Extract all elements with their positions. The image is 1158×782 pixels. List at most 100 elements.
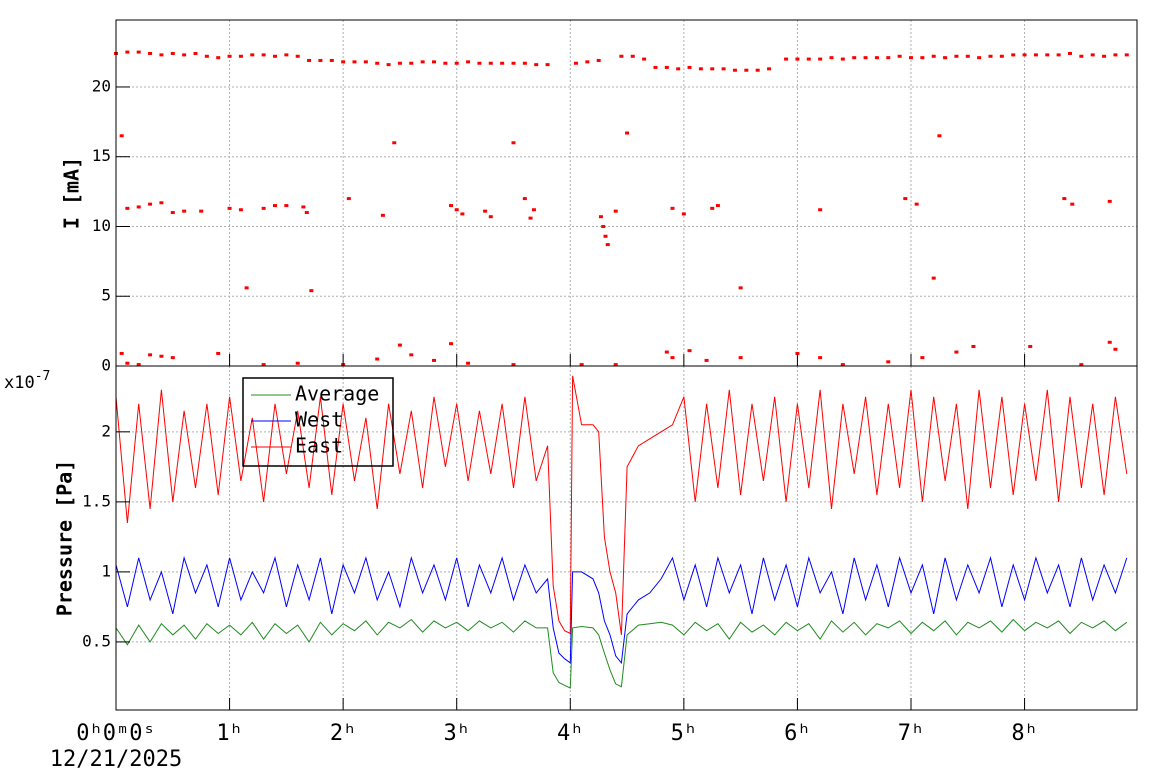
data-point (818, 356, 823, 360)
data-point (642, 57, 647, 61)
data-point (1056, 53, 1061, 57)
data-point (585, 60, 590, 64)
data-point (159, 53, 164, 57)
y-multiplier: x10-7 (4, 369, 50, 394)
data-point (261, 363, 266, 367)
data-point (732, 68, 737, 72)
data-point (397, 61, 402, 65)
data-point (136, 50, 141, 54)
x-tick-label: 6ʰ (784, 721, 811, 746)
data-point (216, 351, 221, 355)
data-point (301, 205, 306, 209)
data-point (511, 363, 516, 367)
x-tick-label: 7ʰ (898, 721, 925, 746)
data-point (528, 216, 533, 220)
data-point (466, 60, 471, 64)
data-point (431, 60, 436, 64)
data-point (375, 61, 380, 65)
data-point (676, 67, 681, 71)
data-point (244, 286, 249, 290)
legend-box (242, 377, 394, 467)
data-point (392, 141, 397, 145)
data-point (307, 58, 312, 62)
data-point (1028, 344, 1033, 348)
data-point (261, 53, 266, 57)
data-point (375, 357, 380, 361)
x-tick-label: 4ʰ (557, 721, 584, 746)
data-point (840, 363, 845, 367)
data-point (721, 67, 726, 71)
data-point (874, 56, 879, 60)
data-point (170, 356, 175, 360)
data-point (159, 201, 164, 205)
data-point (954, 54, 959, 58)
data-point (1070, 202, 1075, 206)
data-point (531, 208, 536, 212)
data-point (386, 63, 391, 67)
data-point (664, 65, 669, 69)
data-point (698, 67, 703, 71)
x-tick-label: 8ʰ (1011, 721, 1038, 746)
data-point (954, 350, 959, 354)
data-point (681, 212, 686, 216)
data-point (1045, 53, 1050, 57)
data-point (136, 363, 141, 367)
data-point (346, 197, 351, 201)
data-point (625, 131, 630, 135)
data-point (1079, 363, 1084, 367)
data-point (603, 234, 608, 238)
y-axis-label: Pressure [Pa] (53, 460, 77, 617)
y-tick-label: 15 (92, 146, 111, 165)
data-point (977, 56, 982, 60)
data-point (295, 361, 300, 365)
data-point (460, 212, 465, 216)
x-tick-label: 5ʰ (671, 721, 698, 746)
data-point (897, 54, 902, 58)
data-point (227, 206, 232, 210)
y-tick-label: 1.5 (82, 491, 111, 510)
data-point (840, 57, 845, 61)
data-point (238, 208, 243, 212)
y-tick-label: 1 (101, 561, 111, 580)
x-tick-label: 0ʰ0ᵐ0ˢ (76, 721, 155, 746)
data-point (454, 61, 459, 65)
data-point (715, 204, 720, 208)
data-point (598, 215, 603, 219)
plot-frame (115, 365, 1138, 711)
data-point (999, 54, 1004, 58)
x-tick-label: 2ʰ (330, 721, 357, 746)
data-point (380, 213, 385, 217)
y-axis-label: I [mA] (60, 157, 84, 229)
data-point (125, 206, 130, 210)
data-point (596, 58, 601, 62)
data-point (738, 286, 743, 290)
data-point (908, 56, 913, 60)
data-point (795, 351, 800, 355)
data-point (965, 54, 970, 58)
data-point (886, 360, 891, 364)
data-point (309, 289, 314, 293)
data-point (1033, 53, 1038, 57)
data-point (886, 56, 891, 60)
data-point (511, 61, 516, 65)
legend-label: East (295, 434, 343, 458)
data-point (613, 363, 618, 367)
data-point (988, 54, 993, 58)
data-point (477, 61, 482, 65)
data-point (852, 56, 857, 60)
data-point (522, 197, 527, 201)
data-point (1124, 53, 1129, 57)
data-point (1067, 51, 1072, 55)
data-point (687, 65, 692, 69)
data-point (420, 60, 425, 64)
data-point (914, 202, 919, 206)
data-point (704, 358, 709, 362)
data-point (1062, 197, 1067, 201)
data-point (903, 197, 908, 201)
data-point (443, 61, 448, 65)
data-point (363, 60, 368, 64)
legend-label: West (295, 408, 343, 432)
data-point (511, 141, 516, 145)
data-point (483, 209, 488, 213)
